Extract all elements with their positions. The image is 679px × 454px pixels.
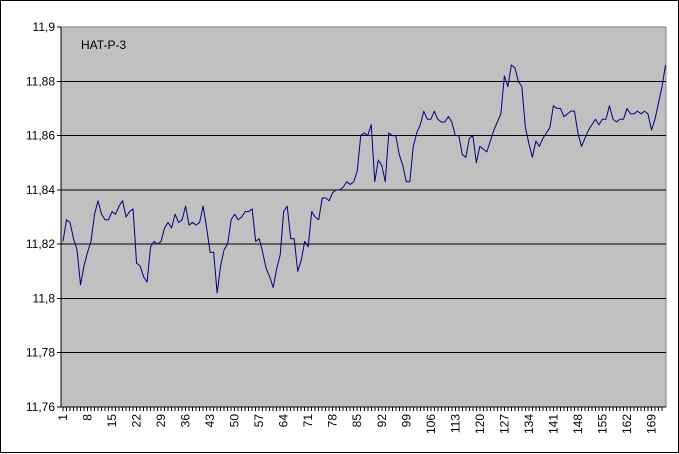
x-tick-label: 71: [301, 414, 315, 428]
x-tick-label: 29: [154, 414, 168, 428]
x-tick-label: 169: [644, 414, 658, 434]
chart-title: HAT-P-3: [81, 38, 126, 52]
x-tick-label: 57: [252, 414, 266, 428]
y-tick-label: 11,86: [26, 129, 55, 143]
x-tick-label: 162: [620, 414, 634, 434]
x-tick-label: 22: [130, 414, 144, 428]
x-tick-label: 92: [375, 414, 389, 428]
x-tick-label: 78: [326, 414, 340, 428]
tick-labels: 11,76 11,78 11,8 11,82 11,84 11,86 11,88 11,9 1 8…: [26, 20, 659, 434]
y-tick-label: 11,84: [26, 183, 55, 197]
y-tick-label: 11,76: [26, 400, 55, 414]
x-tick-label: 50: [228, 414, 242, 428]
y-tick-label: 11,8: [33, 291, 56, 305]
x-tick-label: 148: [571, 414, 585, 434]
x-tick-label: 15: [105, 414, 119, 428]
y-tick-label: 11,9: [33, 20, 56, 34]
x-tick-label: 99: [399, 414, 413, 428]
x-tick-label: 134: [522, 414, 536, 434]
x-tick-label: 36: [179, 414, 193, 428]
x-tick-label: 141: [546, 414, 560, 434]
x-tick-label: 8: [81, 414, 95, 421]
x-tick-label: 43: [203, 414, 217, 428]
x-tick-label: 64: [277, 414, 291, 428]
x-tick-label: 155: [595, 414, 609, 434]
y-tick-label: 11,88: [26, 74, 55, 88]
x-tick-label: 127: [497, 414, 511, 434]
y-tick-label: 11,82: [26, 237, 55, 251]
series-layer: [62, 64, 666, 294]
x-tick-label: 120: [473, 414, 487, 434]
x-tick-label: 106: [424, 414, 438, 434]
x-tick-label: 85: [350, 414, 364, 428]
data-series-line: [62, 64, 666, 294]
gridlines: [61, 80, 666, 354]
plot-area: [60, 26, 667, 408]
axes: [57, 26, 666, 411]
x-tick-label: 113: [448, 414, 462, 433]
y-tick-label: 11,78: [26, 346, 55, 360]
x-tick-label: 1: [56, 414, 70, 421]
